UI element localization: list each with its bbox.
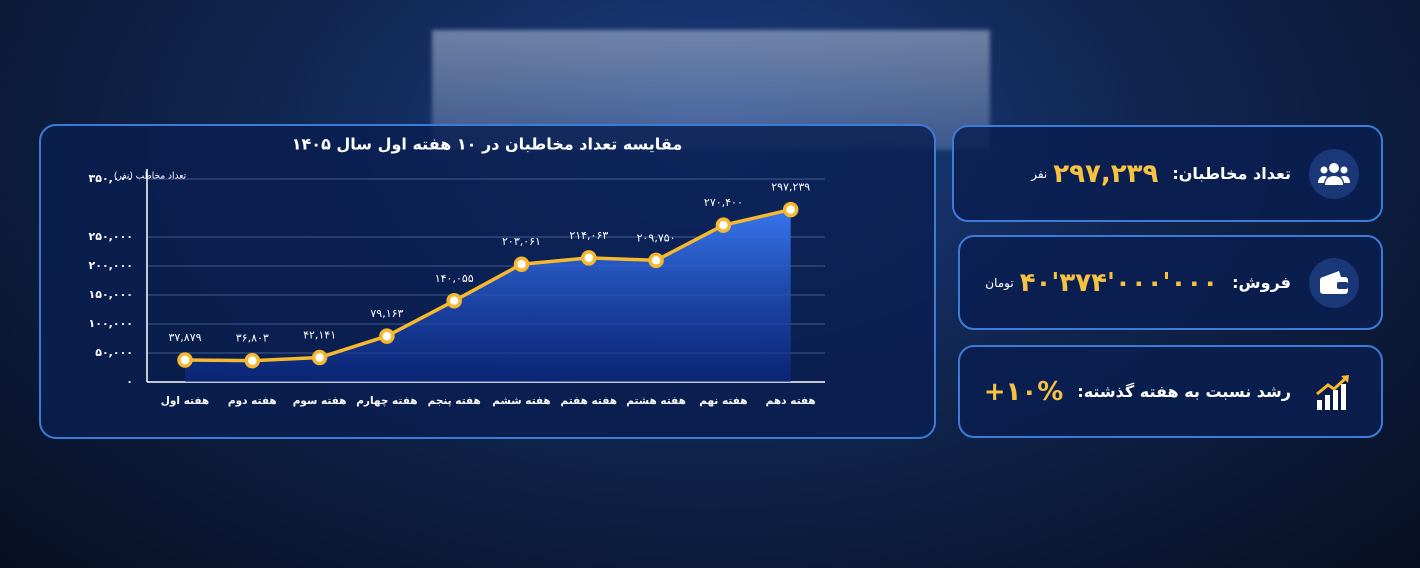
value-label: ۲۷۰,۴۰۰ [704, 196, 743, 209]
x-tick-label: هفته اول [161, 395, 209, 407]
x-tick-label: هفته چهارم [356, 395, 417, 407]
value-label: ۷۹,۱۶۳ [370, 307, 403, 320]
stat-label: رشد نسبت به هفته گذشته: [1077, 382, 1291, 401]
x-tick-label: هفته پنجم [428, 395, 481, 407]
y-tick-label: ۲۰۰,۰۰۰ [89, 259, 133, 272]
value-label: ۲۱۴,۰۶۳ [569, 229, 608, 242]
icon [1309, 148, 1359, 199]
y-axis-title: تعداد مخاطب (نفر) [114, 172, 187, 182]
x-tick-label: هفته ششم [492, 395, 550, 407]
wallet-icon [1320, 270, 1348, 294]
x-tick-label: هفته هفتم [561, 395, 618, 407]
y-tick-label: ۵۰,۰۰۰ [95, 346, 133, 359]
point [715, 217, 732, 233]
value-label: ۴۲,۱۴۱ [303, 329, 336, 342]
point [311, 349, 328, 366]
users-icon [1318, 162, 1350, 185]
x-tick-label: هفته دوم [228, 395, 277, 407]
stat-card: تعداد مخاطبان: ۲۹۷,۲۳۹ نفر [952, 125, 1383, 222]
growth-icon [1316, 374, 1349, 410]
value-label: ۳۶,۸۰۳ [236, 332, 269, 345]
value-label: ۱۴۰,۰۵۵ [435, 272, 474, 285]
stat-value: ۲۹۷,۲۳۹ [1053, 158, 1159, 189]
x-tick-label: هفته هشتم [626, 395, 686, 407]
point [513, 256, 530, 272]
x-tick-label: هفته سوم [293, 395, 347, 407]
area [185, 209, 791, 382]
point [244, 352, 261, 369]
y-tick-label: ۱۰۰,۰۰۰ [89, 317, 133, 330]
value-label: ۲۹۷,۲۳۹ [771, 181, 810, 194]
stat-label: فروش: [1232, 273, 1291, 292]
value-label: ۳۷,۸۷۹ [168, 331, 201, 344]
point [379, 328, 395, 344]
line [184, 207, 792, 363]
stat-unit: تومان [985, 275, 1014, 290]
y-tick-label: ۰ [126, 375, 133, 388]
stat-value: +۱۰% [983, 376, 1064, 407]
stat-value: ۴۰'۳۷۴'۰۰۰'۰۰۰ [1019, 267, 1219, 298]
icon [1309, 257, 1359, 308]
point [177, 352, 193, 368]
value-label: ۲۰۳,۰۶۱ [502, 235, 541, 248]
icon [1309, 367, 1359, 417]
value-label: ۲۰۹,۷۵۰ [637, 231, 676, 244]
point [446, 293, 462, 309]
stat-label: تعداد مخاطبان: [1172, 164, 1291, 183]
stat-unit: نفر [1031, 166, 1048, 181]
x-tick-label: هفته نهم [699, 395, 747, 407]
point [581, 250, 597, 266]
point [648, 252, 664, 269]
y-tick-label: ۳۵۰,۰۰۰ [89, 172, 133, 185]
point [782, 201, 799, 218]
x-tick-label: هفته دهم [766, 395, 816, 407]
y-tick-label: ۱۵۰,۰۰۰ [89, 288, 133, 301]
chart-title: مقایسه تعداد مخاطبان در ۱۰ هفته اول سال … [292, 135, 682, 154]
stat-card: رشد نسبت به هفته گذشته: +۱۰% [958, 345, 1383, 438]
stat-card: فروش: ۴۰'۳۷۴'۰۰۰'۰۰۰ تومان [958, 235, 1383, 330]
y-tick-label: ۲۵۰,۰۰۰ [89, 230, 133, 243]
